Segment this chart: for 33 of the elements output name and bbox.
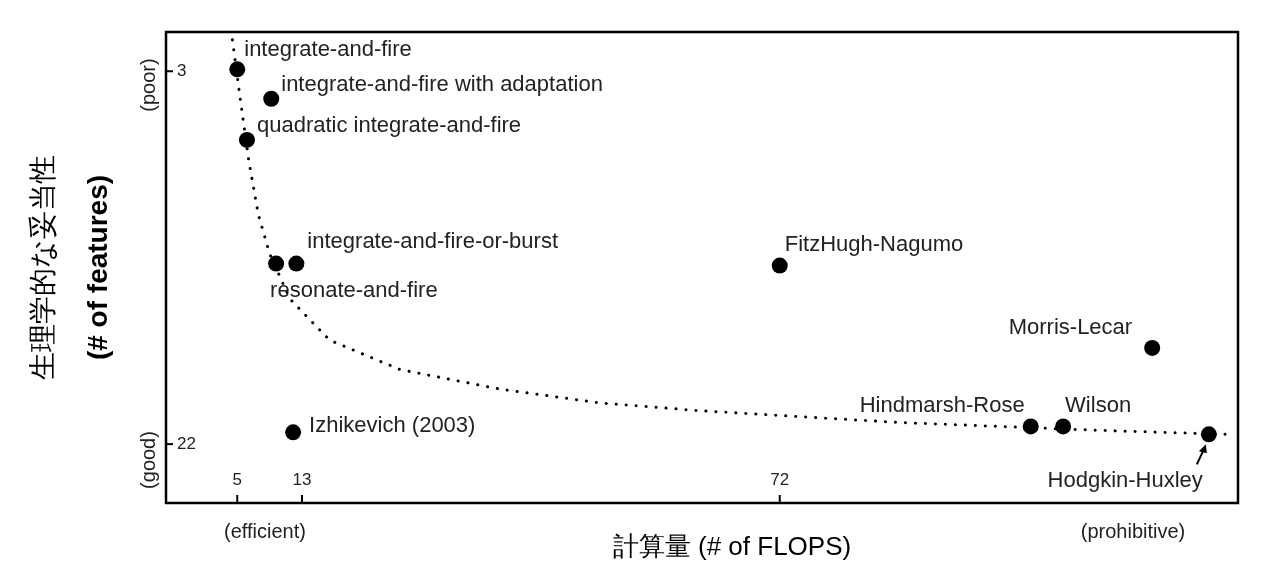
annotation: Hindmarsh-Rose — [859, 392, 1025, 418]
annotation: Wilson — [1065, 392, 1132, 418]
x-tick-label: 72 — [770, 470, 790, 489]
annotation: Izhikevich (2003) — [309, 412, 476, 438]
point — [238, 131, 255, 148]
annotation: resonate-and-fire — [270, 277, 438, 303]
text: (prohibitive) — [1080, 520, 1186, 543]
annotation: quadratic integrate-and-fire — [256, 111, 522, 137]
point — [268, 255, 285, 272]
point — [1022, 418, 1039, 435]
point — [1144, 339, 1161, 356]
x-tick-label: 13 — [292, 470, 312, 489]
annotation: integrate-and-fire — [244, 36, 412, 62]
point — [1055, 418, 1072, 435]
text: (poor) — [137, 58, 160, 112]
text: (good) — [137, 431, 160, 489]
point — [1200, 426, 1217, 443]
y-tick-label: 22 — [177, 433, 196, 453]
point — [229, 61, 246, 78]
point — [263, 90, 280, 107]
point — [285, 424, 302, 441]
point — [288, 255, 305, 272]
annotation: FitzHugh-Nagumo — [784, 231, 964, 257]
y-tick-label: 3 — [177, 60, 187, 80]
point — [771, 257, 788, 274]
text: (efficient) — [224, 520, 306, 543]
annotation: integrate-and-fire with adaptation — [281, 70, 603, 96]
annotation: Hodgkin-Huxley — [1047, 467, 1203, 493]
annotation: Morris-Lecar — [1008, 313, 1133, 339]
x-axis-title: 計算量 (# of FLOPS) — [612, 530, 852, 561]
annotation: integrate-and-fire-or-burst — [307, 228, 559, 254]
x-tick-label: 5 — [232, 470, 242, 489]
y-axis-title: 生理学的な妥当性 (# of features) — [27, 155, 114, 380]
